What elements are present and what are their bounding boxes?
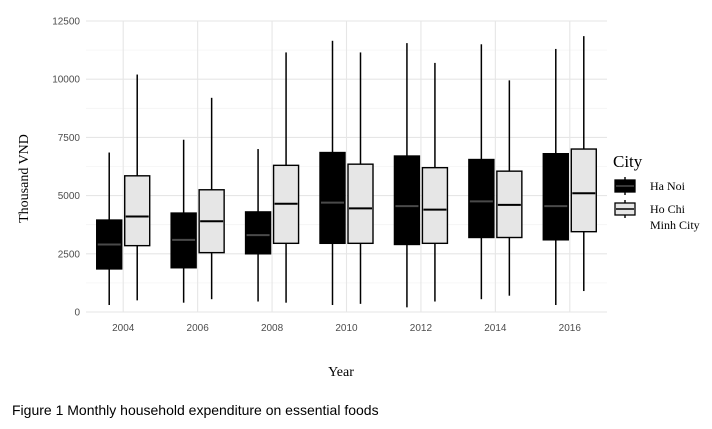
box-body [421, 166, 449, 245]
x-tick-label: 2006 [187, 323, 210, 334]
box-series [96, 36, 597, 308]
legend-label: Ha Noi [650, 179, 686, 193]
box-body [347, 163, 374, 245]
legend-label-line: Minh City [650, 218, 700, 232]
legend: City Ha Noi Ho Chi Minh City [613, 152, 700, 232]
box-body [124, 175, 151, 247]
box-body [319, 151, 346, 245]
grid [86, 20, 607, 313]
box-body [570, 148, 597, 233]
box-ho-chi-minh-city [421, 62, 449, 302]
legend-title: City [613, 152, 643, 171]
figure-caption: Figure 1 Monthly household expenditure o… [12, 402, 379, 418]
box-ho-chi-minh-city [124, 74, 151, 301]
x-tick-label: 2004 [112, 323, 135, 334]
x-tick-label: 2008 [261, 323, 284, 334]
x-tick-label: 2010 [335, 323, 358, 334]
x-axis-title: Year [328, 365, 354, 380]
box-ha-noi [244, 149, 272, 302]
box-ha-noi [393, 43, 421, 308]
box-body [244, 211, 272, 255]
box-ho-chi-minh-city [496, 80, 523, 296]
box-ha-noi [96, 152, 123, 306]
x-axis-ticks: 2004 2006 2008 2010 2012 2014 2016 [112, 323, 581, 334]
y-tick-label: 10000 [52, 75, 80, 86]
x-tick-label: 2014 [484, 323, 507, 334]
y-axis-ticks: 0 2500 5000 7500 10000 12500 [52, 17, 80, 319]
legend-label-line: Ha Noi [650, 179, 686, 193]
box-ha-noi [542, 48, 569, 306]
legend-item-ho-chi-minh-city: Ho Chi Minh City [614, 200, 700, 232]
box-ha-noi [170, 139, 197, 303]
box-ha-noi [468, 44, 495, 300]
y-tick-label: 7500 [58, 133, 81, 144]
box-ho-chi-minh-city [347, 52, 374, 304]
box-body [468, 158, 495, 239]
x-tick-label: 2016 [559, 323, 582, 334]
box-ha-noi [319, 40, 346, 306]
legend-label-line: Ho Chi [650, 202, 686, 216]
y-tick-label: 5000 [58, 191, 81, 202]
box-ho-chi-minh-city [198, 97, 225, 300]
y-tick-label: 12500 [52, 17, 80, 28]
legend-item-ha-noi: Ha Noi [614, 177, 686, 195]
y-tick-label: 0 [74, 308, 80, 319]
y-tick-label: 2500 [58, 249, 81, 260]
box-ho-chi-minh-city [272, 52, 300, 303]
legend-items: Ha Noi Ho Chi Minh City [614, 177, 700, 232]
box-body [393, 155, 421, 246]
legend-label: Ho Chi Minh City [650, 202, 700, 232]
x-tick-label: 2012 [410, 323, 433, 334]
box-ho-chi-minh-city [570, 36, 597, 292]
box-body [542, 152, 569, 241]
y-axis-title: Thousand VND [17, 134, 32, 223]
